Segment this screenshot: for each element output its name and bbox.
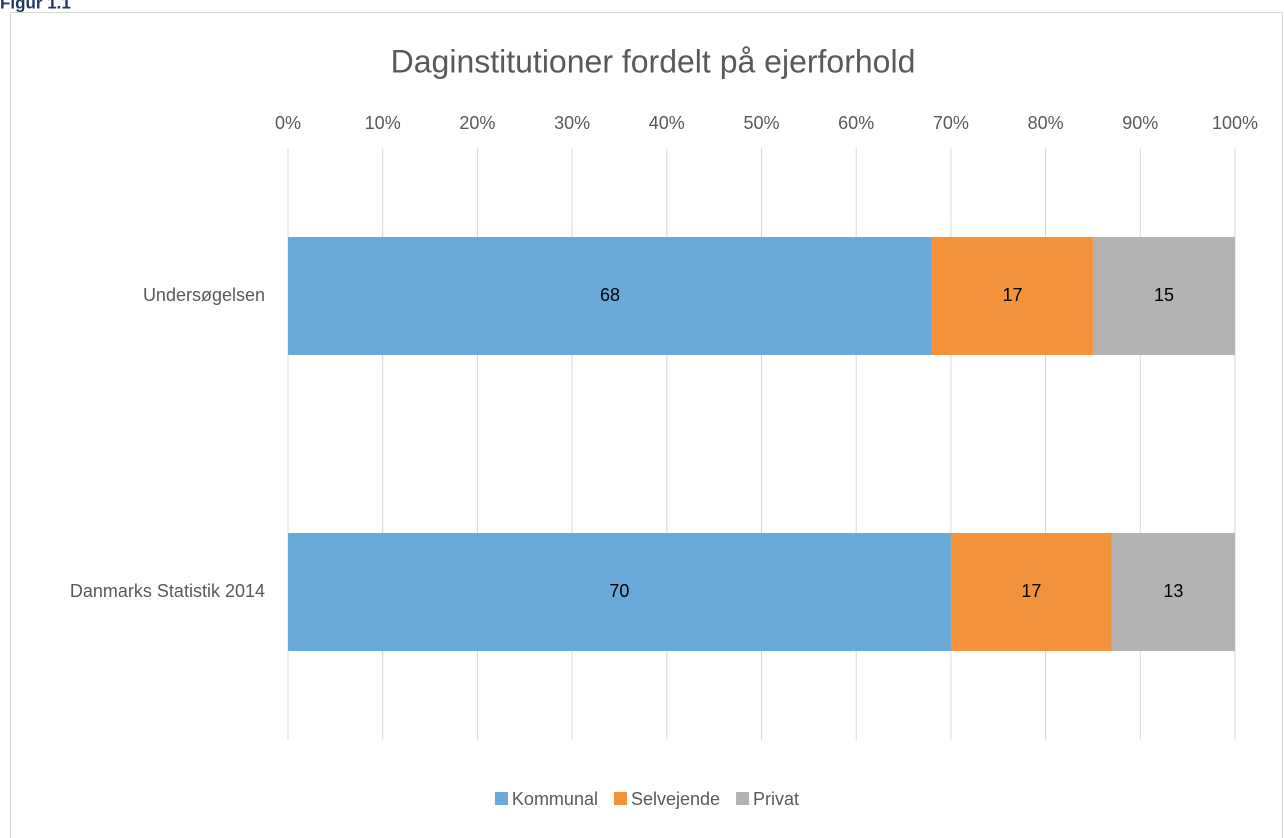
chart-border (10, 12, 1283, 838)
bar-segment (1092, 237, 1235, 355)
data-label: 17 (1021, 581, 1041, 601)
legend-label: Kommunal (512, 789, 598, 809)
x-tick-label: 10% (365, 113, 401, 133)
data-label: 15 (1154, 285, 1174, 305)
bar-segment (288, 237, 932, 355)
bar-segment (288, 533, 951, 651)
legend-label: Selvejende (631, 789, 720, 809)
x-tick-label: 100% (1212, 113, 1258, 133)
x-tick-label: 40% (649, 113, 685, 133)
legend-label: Privat (753, 789, 799, 809)
bar-segment (931, 237, 1093, 355)
legend-swatch (494, 792, 508, 805)
legend-swatch (736, 792, 750, 805)
y-tick-label: Danmarks Statistik 2014 (70, 581, 265, 601)
data-label: 70 (609, 581, 629, 601)
chart-title: Daginstitutioner fordelt på ejerforhold (391, 43, 916, 79)
legend-swatch (613, 792, 627, 805)
y-tick-label: Undersøgelsen (143, 285, 265, 305)
x-tick-label: 90% (1122, 113, 1158, 133)
x-tick-label: 50% (743, 113, 779, 133)
x-tick-label: 30% (554, 113, 590, 133)
x-tick-label: 0% (275, 113, 301, 133)
x-tick-label: 20% (459, 113, 495, 133)
x-tick-label: 60% (838, 113, 874, 133)
x-tick-label: 70% (933, 113, 969, 133)
bar-segment (1111, 533, 1235, 651)
data-label: 17 (1002, 285, 1022, 305)
data-label: 13 (1163, 581, 1183, 601)
figure-label: Figur 1.1 (0, 0, 71, 12)
data-label: 68 (600, 285, 620, 305)
bar-segment (950, 533, 1112, 651)
x-tick-label: 80% (1028, 113, 1064, 133)
